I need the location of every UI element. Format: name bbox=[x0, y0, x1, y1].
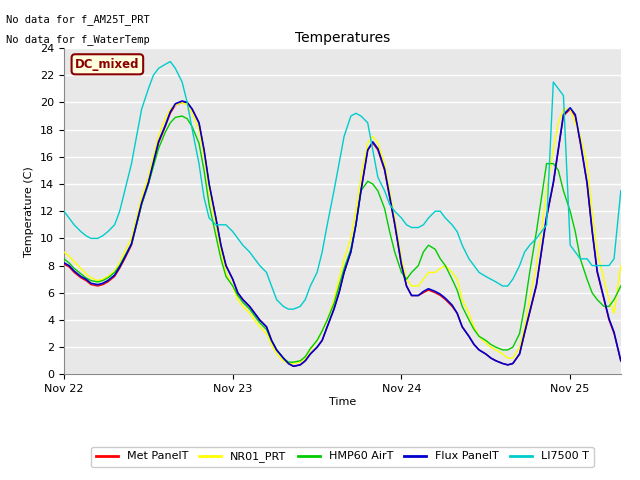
Legend: Met PanelT, NR01_PRT, HMP60 AirT, Flux PanelT, LI7500 T: Met PanelT, NR01_PRT, HMP60 AirT, Flux P… bbox=[91, 447, 594, 467]
X-axis label: Time: Time bbox=[329, 397, 356, 407]
Y-axis label: Temperature (C): Temperature (C) bbox=[24, 166, 35, 257]
Text: No data for f_WaterTemp: No data for f_WaterTemp bbox=[6, 34, 150, 45]
Text: No data for f_AM25T_PRT: No data for f_AM25T_PRT bbox=[6, 14, 150, 25]
Text: DC_mixed: DC_mixed bbox=[75, 58, 140, 71]
Title: Temperatures: Temperatures bbox=[295, 32, 390, 46]
